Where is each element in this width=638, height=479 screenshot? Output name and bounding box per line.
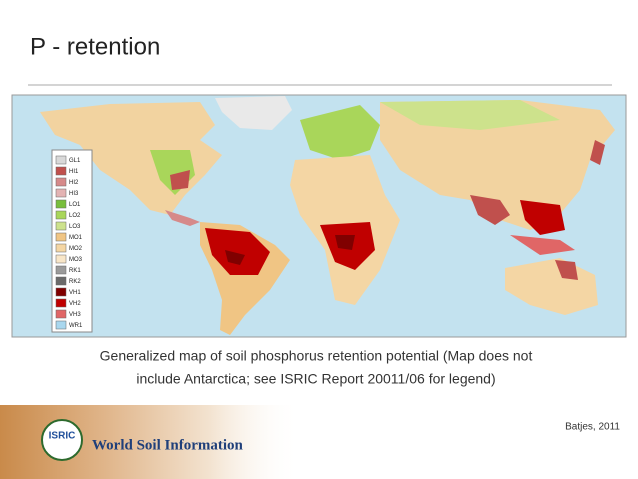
legend-label: MO1	[69, 235, 83, 241]
legend-swatch	[55, 221, 67, 231]
legend-label: LO2	[69, 213, 81, 219]
legend-label: MO2	[69, 246, 83, 252]
legend-label: HI1	[69, 169, 79, 175]
legend-label: VH3	[69, 312, 81, 318]
legend-label: HI2	[69, 180, 79, 186]
legend-swatch	[55, 254, 67, 264]
legend-swatch	[55, 199, 67, 209]
citation: Batjes, 2011	[565, 422, 620, 433]
legend-swatch	[55, 243, 67, 253]
map-legend: GL1 HI1 HI2 HI3 LO1 LO2 LO3 MO1 MO2 MO3 RK1 RK2 VH1 V…	[51, 149, 93, 333]
legend-swatch	[55, 232, 67, 242]
legend-swatch	[55, 188, 67, 198]
legend-swatch	[55, 287, 67, 297]
legend-label: RK2	[69, 279, 81, 285]
slide-title: P - retention	[30, 33, 160, 60]
logo-text: ISRIC	[49, 431, 76, 442]
legend-label: VH2	[69, 301, 81, 307]
legend-swatch	[55, 298, 67, 308]
legend-label: HI3	[69, 191, 79, 197]
caption-line: include Antarctica; see ISRIC Report 200…	[136, 371, 495, 387]
legend-swatch	[55, 210, 67, 220]
legend-label: GL1	[69, 158, 81, 164]
legend-swatch	[55, 320, 67, 330]
legend-label: VH1	[69, 290, 81, 296]
legend-swatch	[55, 166, 67, 176]
organization: World Soil Information	[92, 437, 244, 453]
legend-swatch	[55, 309, 67, 319]
legend-swatch	[55, 155, 67, 165]
legend-label: WR1	[69, 323, 83, 329]
legend-label: LO3	[69, 224, 81, 230]
logo-circle	[41, 419, 83, 461]
legend-swatch	[55, 177, 67, 187]
legend-label: MO3	[69, 257, 83, 263]
caption-line: Generalized map of soil phosphorus reten…	[100, 348, 533, 364]
legend-label: RK1	[69, 268, 81, 274]
legend-swatch	[55, 276, 67, 286]
world-map	[11, 94, 627, 338]
legend-swatch	[55, 265, 67, 275]
legend-label: LO1	[69, 202, 81, 208]
